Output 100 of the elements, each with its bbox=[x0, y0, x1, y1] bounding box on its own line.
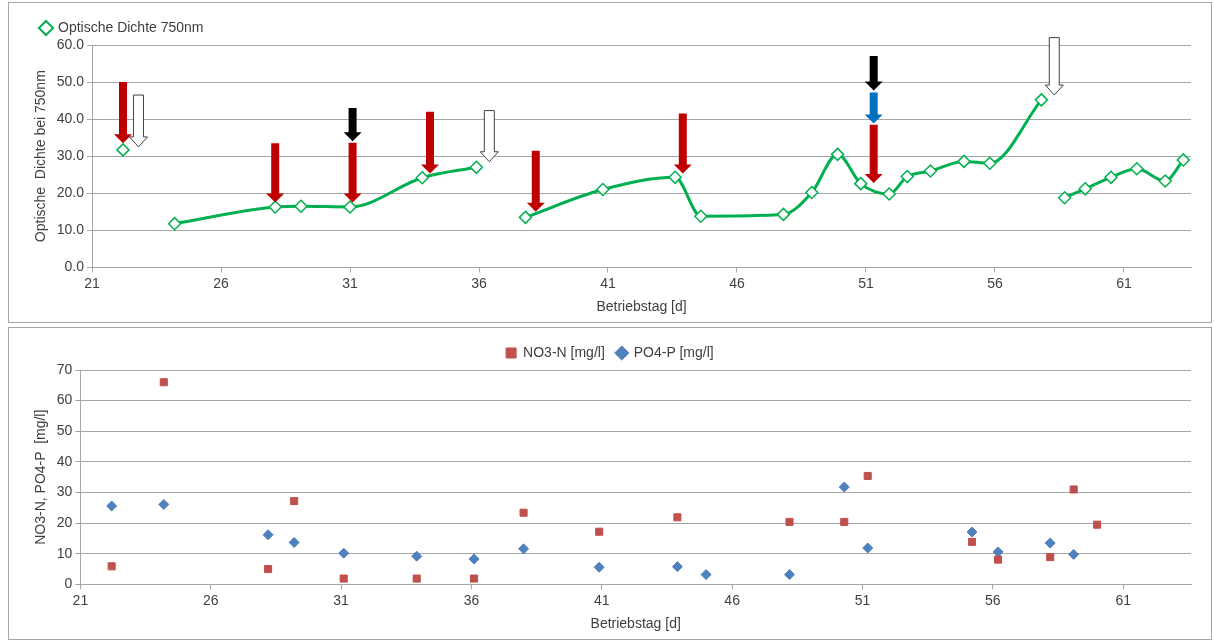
point bbox=[343, 200, 357, 214]
point bbox=[671, 561, 683, 573]
x-tick-label: 26 bbox=[202, 591, 219, 608]
point bbox=[288, 536, 300, 548]
point bbox=[966, 526, 978, 538]
point bbox=[668, 170, 682, 185]
point bbox=[1078, 182, 1092, 196]
point bbox=[290, 497, 299, 506]
legend-label: PO4-P [mg/l] bbox=[633, 343, 714, 360]
point bbox=[167, 216, 182, 231]
point bbox=[339, 574, 348, 583]
point bbox=[412, 574, 421, 583]
point bbox=[268, 200, 282, 214]
point bbox=[1068, 548, 1080, 560]
y-axis-title: Optische Dichte bei 750nm bbox=[32, 70, 49, 243]
y-tick-label: 20.0 bbox=[56, 184, 85, 201]
point bbox=[106, 500, 118, 512]
x-tick-label: 61 bbox=[1115, 591, 1132, 608]
point bbox=[415, 170, 429, 185]
x-tick-label: 51 bbox=[858, 274, 874, 291]
point bbox=[264, 565, 273, 574]
point bbox=[863, 471, 872, 481]
point bbox=[1158, 174, 1172, 188]
legend-label: NO3-N [mg/l] bbox=[523, 343, 605, 360]
y-tick-label: 40.0 bbox=[56, 109, 85, 126]
point bbox=[262, 529, 274, 541]
y-axis-title: NO3-N, PO4-P [mg/l] bbox=[32, 409, 49, 545]
point bbox=[107, 562, 116, 571]
point bbox=[294, 199, 308, 213]
point bbox=[470, 574, 479, 583]
x-tick-label: 26 bbox=[213, 274, 230, 291]
point bbox=[923, 164, 938, 178]
y-tick-label: 70 bbox=[56, 360, 73, 377]
point bbox=[785, 517, 794, 526]
y-tick-label: 0.0 bbox=[64, 258, 85, 275]
y-tick-label: 50.0 bbox=[56, 72, 85, 89]
y-tick-label: 20 bbox=[56, 514, 73, 530]
point bbox=[519, 508, 528, 517]
point bbox=[1069, 485, 1078, 494]
x-tick-label: 61 bbox=[1116, 274, 1132, 291]
x-tick-label: 41 bbox=[594, 591, 610, 608]
y-tick-label: 0 bbox=[64, 575, 73, 592]
point bbox=[700, 569, 712, 581]
point bbox=[159, 378, 168, 387]
point bbox=[595, 527, 604, 536]
point bbox=[854, 176, 868, 191]
point bbox=[805, 185, 819, 200]
point bbox=[862, 542, 874, 554]
x-tick-label: 46 bbox=[729, 274, 745, 291]
point bbox=[1104, 170, 1118, 185]
point bbox=[593, 561, 605, 573]
legend-label: Optische Dichte 750nm bbox=[58, 18, 204, 35]
point bbox=[1093, 520, 1102, 529]
point bbox=[673, 513, 682, 522]
point bbox=[830, 147, 845, 162]
point bbox=[1044, 537, 1056, 549]
point bbox=[518, 210, 533, 225]
point bbox=[469, 160, 484, 175]
x-tick-label: 46 bbox=[724, 591, 741, 608]
x-tick-label: 41 bbox=[600, 274, 616, 291]
y-tick-label: 30 bbox=[56, 483, 73, 500]
point bbox=[784, 569, 796, 581]
point bbox=[518, 543, 530, 555]
x-tick-label: 51 bbox=[854, 591, 871, 608]
point bbox=[1130, 162, 1144, 176]
point bbox=[1176, 153, 1191, 167]
y-tick-label: 10.0 bbox=[56, 221, 85, 238]
point bbox=[694, 209, 708, 223]
x-axis-title: Betriebstag [d] bbox=[590, 615, 681, 632]
x-tick-label: 21 bbox=[84, 274, 101, 291]
point bbox=[158, 498, 170, 510]
x-tick-label: 36 bbox=[471, 274, 487, 291]
x-tick-label: 31 bbox=[342, 274, 359, 291]
x-tick-label: 31 bbox=[333, 591, 350, 608]
x-tick-label: 56 bbox=[987, 274, 1003, 291]
point bbox=[838, 481, 850, 493]
point bbox=[900, 169, 914, 184]
x-axis-title: Betriebstag [d] bbox=[596, 298, 687, 315]
point bbox=[338, 547, 350, 559]
y-tick-label: 40 bbox=[56, 452, 73, 469]
point bbox=[468, 553, 480, 565]
point bbox=[967, 537, 977, 546]
point bbox=[840, 517, 849, 526]
x-tick-label: 56 bbox=[985, 591, 1001, 608]
point bbox=[411, 550, 423, 562]
x-tick-label: 36 bbox=[463, 591, 480, 608]
y-tick-label: 60.0 bbox=[56, 35, 85, 52]
y-tick-label: 30.0 bbox=[56, 147, 85, 164]
y-tick-label: 10 bbox=[56, 544, 73, 561]
y-tick-label: 60 bbox=[56, 391, 73, 408]
point bbox=[994, 555, 1003, 564]
y-tick-label: 50 bbox=[56, 422, 73, 439]
x-tick-label: 21 bbox=[72, 591, 89, 608]
point bbox=[776, 207, 791, 222]
point bbox=[116, 143, 130, 157]
point bbox=[957, 154, 971, 169]
point bbox=[596, 182, 610, 197]
point bbox=[983, 156, 997, 170]
point bbox=[1046, 553, 1055, 562]
point bbox=[1057, 190, 1072, 205]
